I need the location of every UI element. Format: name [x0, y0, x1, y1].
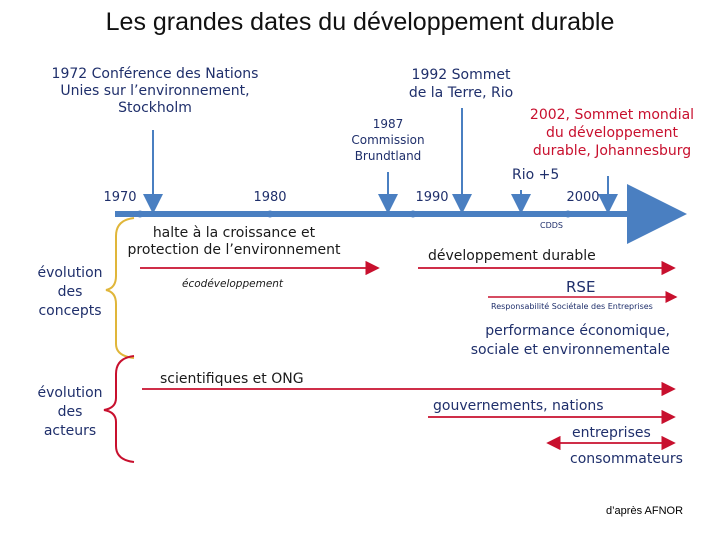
- concept-ecodev: écodéveloppement: [182, 278, 284, 290]
- event-1992-line1: 1992 Sommet: [411, 67, 511, 83]
- concept-rse-full: Responsabilité Sociétale des Entreprises: [491, 302, 653, 311]
- concept-rse: RSE: [566, 278, 596, 296]
- event-2002: 2002, Sommet mondial du développement du…: [514, 106, 710, 160]
- event-rio5: Rio +5: [512, 167, 560, 183]
- concepts-label-line1: évolution: [37, 265, 103, 281]
- event-1992: 1992 Sommet de la Terre, Rio: [390, 66, 532, 102]
- actor-cons: consommateurs: [570, 451, 683, 467]
- actors-group-label: évolution des acteurs: [28, 384, 112, 441]
- concepts-label-line2: des: [57, 284, 83, 300]
- actors-label-line3: acteurs: [43, 423, 97, 439]
- brace-concepts: [105, 217, 135, 359]
- brace-actors: [103, 355, 135, 463]
- concept-halte-line1: halte à la croissance et: [152, 225, 316, 241]
- cdds-label: CDDS: [540, 221, 563, 230]
- concept-perf: performance économique, sociale et envir…: [456, 322, 670, 360]
- tick-1970: 1970: [103, 190, 137, 205]
- tick-1990: 1990: [415, 190, 449, 205]
- event-1987-line1: 1987: [372, 117, 404, 131]
- event-1972-line1: 1972 Conférence des Nations: [51, 66, 259, 82]
- event-1972: 1972 Conférence des Nations Unies sur l’…: [40, 66, 270, 117]
- event-2002-line2: du développement: [545, 125, 679, 141]
- tick-2000: 2000: [566, 190, 600, 205]
- actor-sci: scientifiques et ONG: [160, 371, 304, 387]
- concept-dd: développement durable: [428, 248, 596, 264]
- actors-label-line2: des: [57, 404, 83, 420]
- page-title: Les grandes dates du développement durab…: [105, 8, 615, 36]
- event-1972-line3: Stockholm: [118, 100, 192, 116]
- concepts-group-label: évolution des concepts: [28, 264, 112, 321]
- event-1992-line2: de la Terre, Rio: [408, 85, 514, 101]
- concept-perf-line1: performance économique,: [485, 323, 670, 339]
- event-2002-line1: 2002, Sommet mondial: [529, 107, 695, 123]
- actor-ent: entreprises: [572, 425, 651, 441]
- tick-1980: 1980: [253, 190, 287, 205]
- concept-halte-line2: protection de l’environnement: [127, 242, 341, 258]
- concept-halte: halte à la croissance et protection de l…: [120, 225, 348, 259]
- event-1972-line2: Unies sur l’environnement,: [60, 83, 250, 99]
- event-2002-line3: durable, Johannesburg: [532, 143, 692, 159]
- concept-perf-line2: sociale et environnementale: [470, 342, 670, 358]
- event-1987-line3: Brundtland: [354, 149, 422, 163]
- actors-label-line1: évolution: [37, 385, 103, 401]
- source-note: d’après AFNOR: [606, 505, 684, 517]
- timeline-ticks: [136, 210, 572, 218]
- event-1987-line2: Commission: [351, 133, 425, 147]
- event-1987: 1987 Commission Brundtland: [338, 116, 438, 164]
- actor-gov: gouvernements, nations: [433, 398, 604, 414]
- concepts-label-line3: concepts: [38, 303, 102, 319]
